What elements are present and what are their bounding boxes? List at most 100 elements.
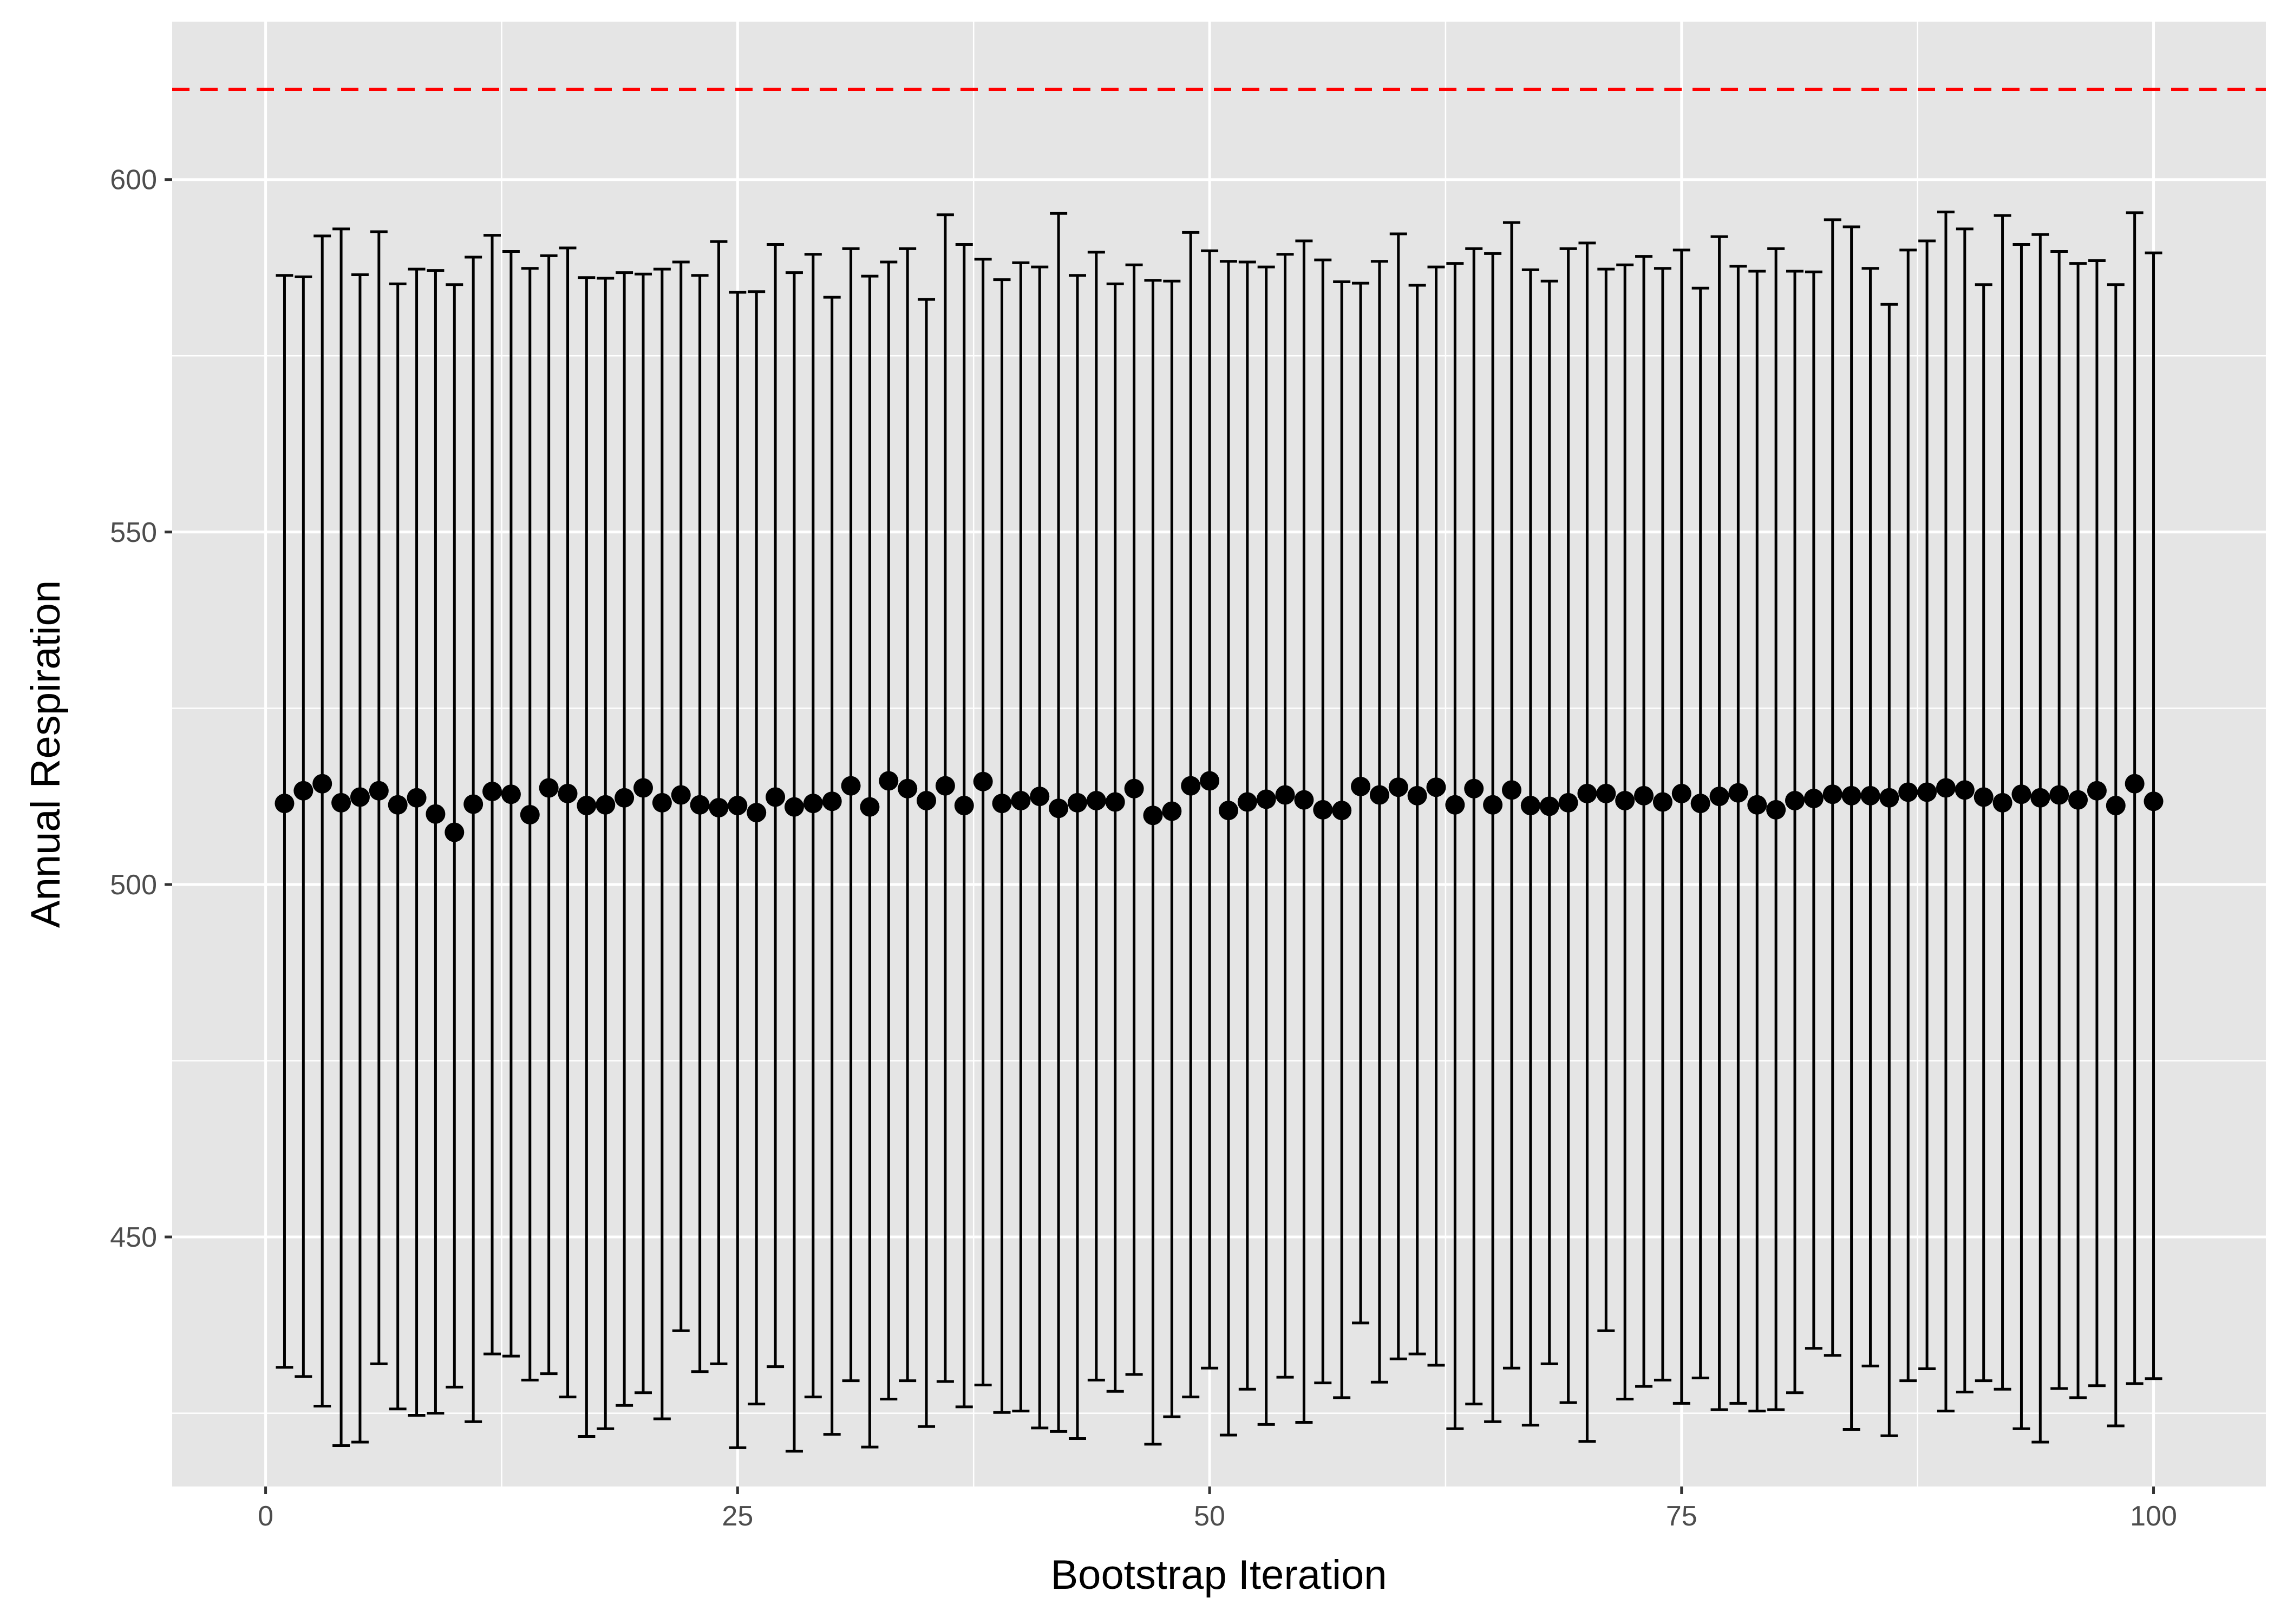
estimate-point bbox=[1747, 795, 1767, 815]
estimate-point bbox=[388, 795, 408, 815]
error-bars-group bbox=[276, 211, 2162, 1453]
estimate-point bbox=[898, 778, 918, 798]
estimate-point bbox=[1351, 776, 1371, 796]
estimate-point bbox=[577, 796, 597, 816]
estimate-point bbox=[1407, 785, 1427, 806]
estimate-point bbox=[350, 787, 370, 807]
y-tick-label: 500 bbox=[110, 869, 157, 901]
estimate-point bbox=[1785, 790, 1805, 810]
x-tick-label: 50 bbox=[1194, 1501, 1225, 1532]
estimate-point bbox=[2030, 788, 2050, 808]
y-tick-label: 550 bbox=[110, 517, 157, 548]
estimate-point bbox=[1615, 790, 1635, 810]
estimate-point bbox=[482, 782, 502, 802]
x-tick-label: 25 bbox=[722, 1501, 753, 1532]
estimate-point bbox=[1445, 795, 1465, 815]
estimate-point bbox=[633, 778, 653, 798]
estimate-point bbox=[860, 797, 880, 817]
estimate-point bbox=[1501, 780, 1521, 800]
estimate-point bbox=[1539, 796, 1559, 816]
estimate-point bbox=[1105, 792, 1125, 812]
estimate-point bbox=[293, 781, 313, 801]
estimate-point bbox=[1067, 793, 1087, 813]
plot-panel bbox=[172, 22, 2266, 1487]
estimate-point bbox=[1200, 771, 1220, 791]
estimate-point bbox=[558, 783, 578, 803]
estimate-point bbox=[728, 796, 748, 816]
y-axis-ticks: 450 500 550 600 bbox=[110, 165, 172, 1253]
estimate-point bbox=[1803, 789, 1824, 809]
estimate-point bbox=[1124, 778, 1144, 798]
estimate-point bbox=[1709, 787, 1729, 807]
estimate-point bbox=[1218, 801, 1238, 821]
estimate-point bbox=[954, 796, 974, 816]
estimate-point bbox=[1143, 806, 1163, 826]
estimate-point bbox=[1256, 789, 1276, 809]
estimate-point bbox=[1917, 782, 1937, 802]
estimate-point bbox=[2144, 791, 2164, 811]
estimate-point bbox=[1313, 800, 1333, 820]
estimate-point bbox=[1086, 790, 1106, 810]
y-axis-title: Annual Respiration bbox=[23, 580, 69, 928]
estimate-point bbox=[1596, 783, 1616, 803]
estimate-point bbox=[539, 778, 559, 798]
estimate-point bbox=[1181, 776, 1201, 796]
estimate-point bbox=[369, 781, 389, 801]
estimate-point bbox=[1652, 792, 1672, 812]
x-tick-label: 100 bbox=[2130, 1501, 2177, 1532]
estimate-point bbox=[1860, 785, 1880, 806]
estimate-point bbox=[1011, 790, 1031, 810]
estimate-point bbox=[426, 804, 446, 824]
estimate-point bbox=[1879, 788, 1899, 808]
estimate-point bbox=[1483, 795, 1503, 815]
estimate-point bbox=[652, 793, 672, 813]
estimate-point bbox=[690, 795, 710, 815]
estimate-point bbox=[1992, 793, 2012, 813]
estimate-point bbox=[1841, 785, 1861, 806]
estimate-point bbox=[747, 803, 767, 823]
y-tick-label: 450 bbox=[110, 1222, 157, 1253]
estimate-point bbox=[331, 793, 351, 813]
x-axis-title: Bootstrap Iteration bbox=[1050, 1552, 1387, 1598]
estimate-point bbox=[766, 787, 786, 807]
estimate-point bbox=[1369, 785, 1389, 805]
estimate-point bbox=[1049, 798, 1069, 818]
estimate-point bbox=[1690, 794, 1710, 814]
estimate-point bbox=[463, 794, 483, 814]
x-axis-ticks: 0 25 50 75 100 bbox=[258, 1487, 2177, 1532]
estimate-point bbox=[2087, 781, 2107, 801]
estimate-point bbox=[1822, 784, 1842, 804]
estimate-point bbox=[992, 794, 1012, 814]
estimate-point bbox=[501, 784, 521, 804]
estimate-point bbox=[2125, 774, 2145, 794]
estimate-point bbox=[1671, 783, 1691, 803]
estimate-point bbox=[1520, 796, 1540, 816]
estimate-point bbox=[1388, 777, 1408, 797]
estimate-point bbox=[520, 804, 540, 824]
estimate-point bbox=[1237, 792, 1257, 812]
estimate-point bbox=[822, 791, 842, 811]
estimate-point bbox=[1766, 800, 1786, 820]
x-tick-label: 75 bbox=[1666, 1501, 1697, 1532]
estimate-point bbox=[841, 776, 861, 796]
estimate-points-group bbox=[275, 771, 2164, 842]
y-tick-label: 600 bbox=[110, 165, 157, 196]
estimate-point bbox=[1332, 801, 1352, 821]
estimate-point bbox=[1558, 793, 1578, 813]
estimate-point bbox=[973, 771, 993, 791]
estimate-point bbox=[1577, 783, 1597, 803]
estimate-point bbox=[784, 797, 804, 817]
estimate-point bbox=[935, 776, 955, 796]
estimate-point bbox=[1974, 787, 1994, 807]
estimate-point bbox=[407, 788, 427, 808]
x-tick-label: 0 bbox=[258, 1501, 273, 1532]
estimate-point bbox=[879, 771, 899, 791]
estimate-point bbox=[709, 797, 729, 817]
estimate-point bbox=[2049, 785, 2069, 805]
estimate-point bbox=[1464, 778, 1484, 798]
estimate-point bbox=[445, 822, 465, 842]
estimate-point bbox=[1294, 790, 1314, 810]
estimate-point bbox=[803, 794, 823, 814]
minor-gridlines bbox=[172, 22, 2266, 1487]
